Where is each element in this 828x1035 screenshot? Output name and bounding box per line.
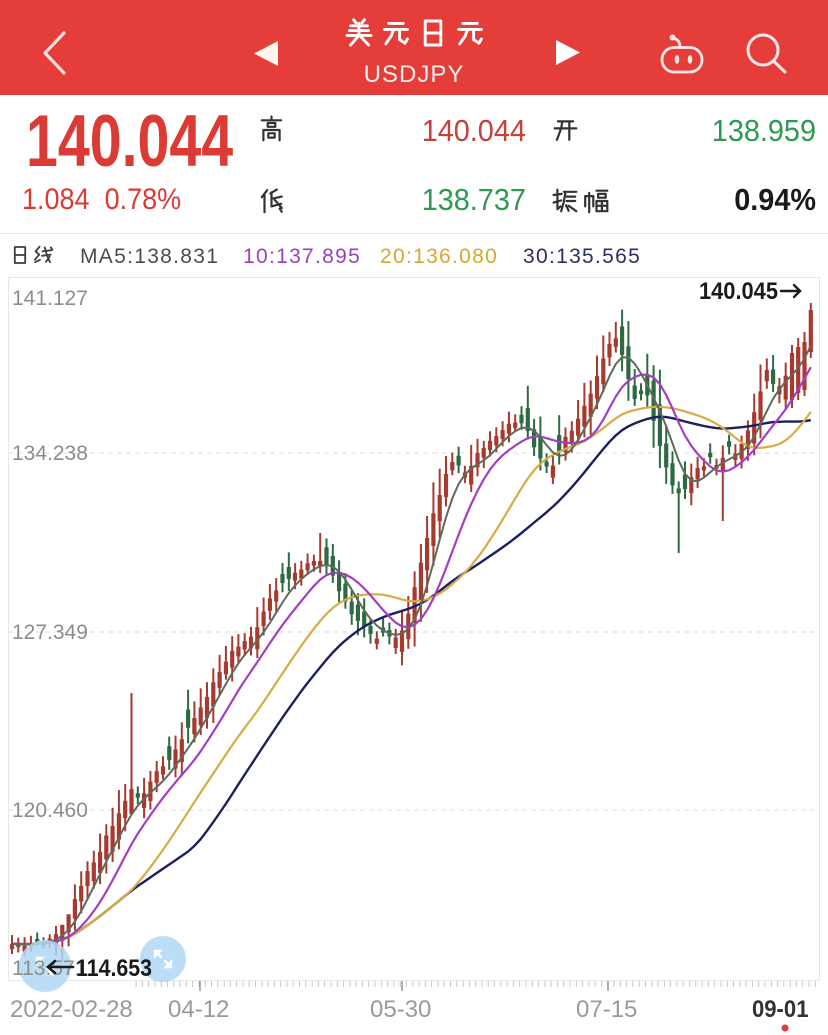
- svg-text:141.127: 141.127: [12, 287, 88, 310]
- svg-text:140.045: 140.045: [699, 278, 778, 305]
- svg-text:114.653: 114.653: [76, 955, 152, 982]
- svg-text:120.460: 120.460: [12, 799, 88, 822]
- svg-text:134.238: 134.238: [12, 442, 88, 465]
- svg-text:127.349: 127.349: [12, 621, 88, 644]
- svg-text:USDJPY: USDJPY: [364, 61, 465, 88]
